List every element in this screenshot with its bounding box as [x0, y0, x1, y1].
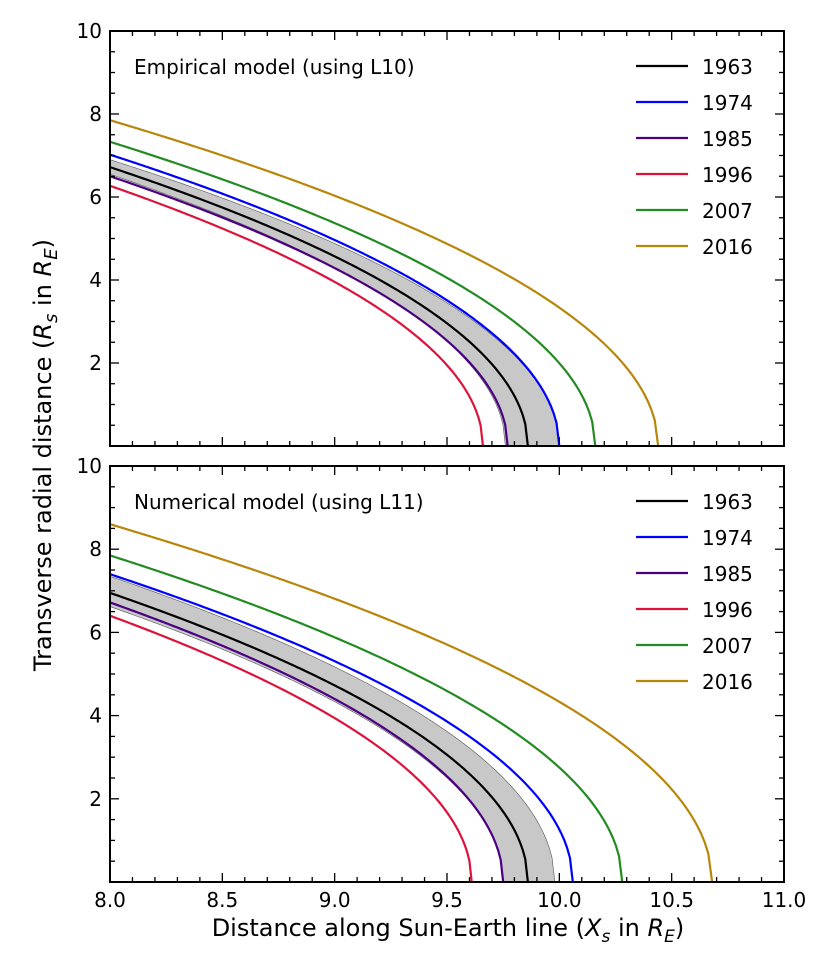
y-tick-label: 2 — [89, 351, 102, 375]
y-tick-label: 6 — [89, 185, 102, 209]
series-line-1996 — [110, 184, 485, 446]
y-tick-label: 8 — [89, 102, 102, 126]
legend-label-1963: 1963 — [702, 55, 753, 79]
y-tick-label: 2 — [89, 787, 102, 811]
series-line-1985 — [110, 601, 505, 882]
x-tick-label: 9.5 — [431, 888, 463, 912]
series-line-1974 — [110, 573, 574, 882]
legend-label-1985: 1985 — [702, 127, 753, 151]
series-line-1974 — [110, 153, 561, 446]
series-line-1963 — [110, 591, 529, 882]
axes-frame — [109, 465, 785, 883]
panel-empirical: 2 4 6 8 10 Empirical model (using L10) 1963 197… — [77, 19, 785, 447]
y-tick-label: 10 — [77, 19, 102, 43]
series-line-2007 — [110, 140, 597, 446]
x-tick-label: 11.0 — [762, 888, 807, 912]
x-tick-label: 8.0 — [94, 888, 126, 912]
y-axis-title: Transverse radial distance (Rs in RE) — [29, 239, 62, 672]
series-line-2016 — [110, 119, 660, 446]
y-tick-label: 8 — [89, 537, 102, 561]
x-axis-title: Distance along Sun-Earth line (Xs in RE) — [212, 914, 685, 947]
legend-label-1996: 1996 — [702, 163, 753, 187]
legend-label-2007: 2007 — [702, 199, 753, 223]
x-tick-label: 10.0 — [537, 888, 582, 912]
legend-label-1963: 1963 — [702, 490, 753, 514]
legend-label-2016: 2016 — [702, 670, 753, 694]
legend-label-1996: 1996 — [702, 598, 753, 622]
panel-title: Numerical model (using L11) — [134, 490, 424, 514]
legend-label-1974: 1974 — [702, 526, 753, 550]
x-tick-label: 9.0 — [319, 888, 351, 912]
series-line-2007 — [110, 554, 624, 882]
x-tick-label: 10.5 — [649, 888, 694, 912]
panel-title: Empirical model (using L10) — [134, 55, 415, 79]
legend-label-1974: 1974 — [702, 91, 753, 115]
axes-frame — [109, 30, 785, 447]
series-line-1996 — [110, 614, 473, 882]
legend-label-1985: 1985 — [702, 562, 753, 586]
series-line-1963 — [110, 166, 529, 446]
y-tick-label: 10 — [77, 454, 102, 478]
series-line-2016 — [110, 523, 714, 882]
panel-numerical: 2 4 6 8 10 8.0 8.5 9.0 9.5 10.0 10.5 11.0 Numerical … — [77, 454, 807, 912]
legend-label-2016: 2016 — [702, 235, 753, 259]
uncertainty-band — [110, 575, 556, 882]
y-tick-label: 4 — [89, 704, 102, 728]
uncertainty-band — [110, 159, 560, 446]
x-tick-label: 8.5 — [206, 888, 238, 912]
legend-label-2007: 2007 — [702, 634, 753, 658]
series-line-1985 — [110, 175, 509, 446]
y-tick-label: 6 — [89, 620, 102, 644]
y-tick-label: 4 — [89, 268, 102, 292]
